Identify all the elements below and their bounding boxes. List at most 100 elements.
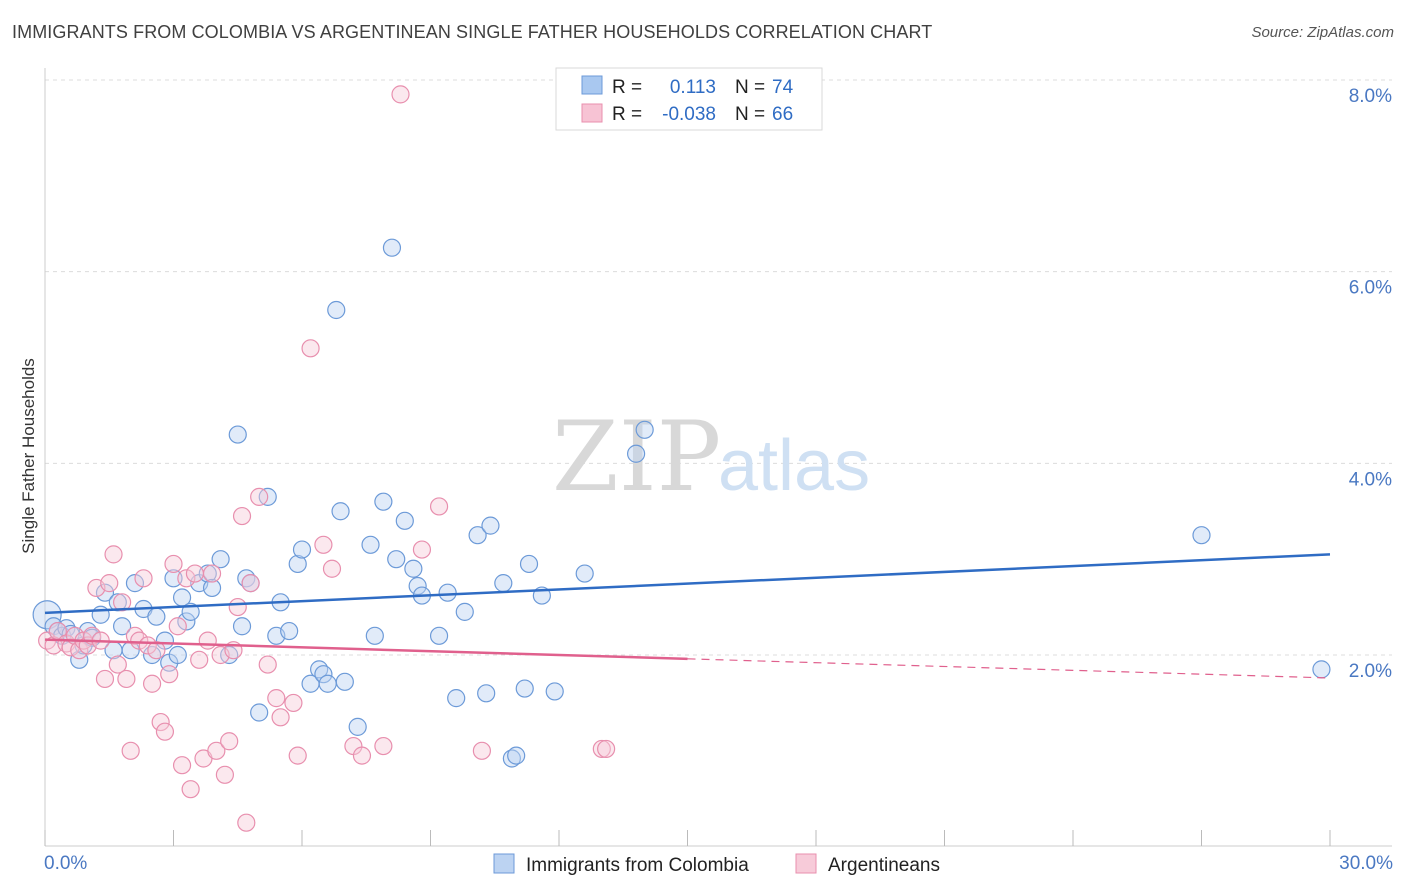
blue-point	[575, 564, 594, 583]
pink-point	[147, 641, 166, 660]
chart-title: IMMIGRANTS FROM COLOMBIA VS ARGENTINEAN …	[12, 22, 933, 42]
blue-point	[519, 554, 539, 574]
blue-point	[361, 535, 380, 554]
y-axis-label: Single Father Households	[19, 358, 38, 554]
pink-point	[104, 545, 123, 564]
pink-point	[241, 574, 260, 593]
legend-n-value-blue: 74	[772, 77, 794, 98]
blue-point	[348, 717, 367, 736]
bottom-legend-label-pink: Argentineans	[828, 855, 940, 876]
watermark: ZIP atlas	[552, 401, 870, 513]
bottom-legend: Immigrants from Colombia Argentineans	[493, 853, 940, 876]
blue-point	[404, 559, 423, 578]
y-tick-label: 6.0%	[1349, 278, 1392, 299]
blue-point	[387, 550, 406, 569]
blue-point	[447, 689, 466, 708]
pink-point	[220, 732, 239, 751]
x-tick-label: 30.0%	[1339, 853, 1393, 874]
pink-point	[121, 741, 140, 760]
pink-point	[172, 756, 192, 775]
blue-point	[455, 602, 474, 621]
pink-point	[352, 746, 372, 765]
blue-point	[292, 540, 312, 559]
axes	[44, 68, 1392, 847]
blue-point	[1192, 526, 1211, 545]
legend-n-value-pink: 66	[772, 104, 793, 125]
pink-point	[164, 554, 183, 574]
blue-point	[374, 492, 393, 511]
pink-point	[472, 741, 491, 760]
pink-point	[95, 669, 115, 689]
x-tick-label: 0.0%	[44, 853, 87, 874]
blue-point	[481, 516, 500, 535]
blue-point	[331, 502, 350, 521]
blue-point	[429, 626, 449, 645]
blue-point	[211, 550, 230, 569]
watermark-atlas: atlas	[718, 426, 870, 506]
blue-point	[395, 511, 414, 530]
pink-point	[288, 746, 307, 765]
blue-point	[494, 574, 513, 593]
gridlines	[45, 79, 1392, 656]
blue-point	[125, 574, 145, 593]
blue-point	[202, 578, 222, 598]
pink-point	[181, 780, 200, 799]
legend-r-value-blue: 0.113	[670, 77, 716, 98]
blue-point	[626, 444, 646, 463]
pink-point	[429, 497, 449, 516]
pink-point	[258, 655, 277, 674]
pink-point	[202, 564, 222, 583]
pink-point	[177, 569, 196, 588]
y-tick-label: 2.0%	[1349, 661, 1392, 682]
legend-r-value-pink: -0.038	[662, 104, 716, 125]
pink-point	[160, 665, 179, 684]
pink-point	[108, 655, 127, 674]
blue-point	[635, 420, 654, 439]
pink-point	[112, 593, 132, 612]
pink-point	[271, 708, 290, 727]
y-tick-label: 4.0%	[1349, 469, 1392, 490]
legend-r-label-blue: R =	[612, 77, 642, 98]
legend-r-label-pink: R =	[612, 104, 642, 125]
trend-lines	[44, 553, 1331, 679]
blue-point	[280, 621, 299, 641]
blue-point	[177, 612, 196, 631]
blue-point	[545, 682, 564, 701]
blue-point	[112, 617, 132, 636]
pink-point	[215, 765, 234, 784]
blue-point	[365, 626, 384, 645]
chart-source: Source: ZipAtlas.com	[1251, 24, 1394, 41]
pink-point	[198, 631, 217, 650]
pink-point	[232, 506, 252, 526]
blue-point	[228, 425, 247, 444]
pink-point	[267, 689, 286, 708]
blue-point	[438, 583, 457, 602]
pink-point	[142, 674, 162, 693]
blue-point	[408, 576, 427, 596]
bottom-legend-swatch-pink	[795, 853, 817, 874]
legend-swatch-pink	[581, 103, 603, 123]
bottom-legend-label-blue: Immigrants from Colombia	[526, 855, 749, 876]
pink-point	[412, 540, 432, 559]
pink-point	[314, 535, 333, 554]
blue-point	[515, 679, 534, 698]
blue-point	[32, 600, 62, 630]
pink-point	[130, 631, 149, 650]
blue-point	[314, 665, 333, 684]
pink-point	[374, 736, 393, 756]
pink-point	[151, 712, 170, 732]
blue-point	[335, 672, 354, 691]
blue-point	[1312, 660, 1331, 679]
trend-line-pink-extension	[687, 658, 1331, 679]
pink-point	[592, 739, 611, 759]
legend: R = 0.113 N = 74 R = -0.038 N = 66	[555, 67, 823, 131]
pink-point	[301, 339, 320, 358]
blue-point	[70, 650, 89, 669]
watermark-zip: ZIP	[552, 401, 721, 513]
pink-point	[117, 669, 136, 689]
trend-line-pink	[44, 638, 688, 661]
y-tick-label: 8.0%	[1349, 86, 1392, 107]
pink-point	[284, 693, 303, 713]
blue-point	[250, 703, 269, 722]
